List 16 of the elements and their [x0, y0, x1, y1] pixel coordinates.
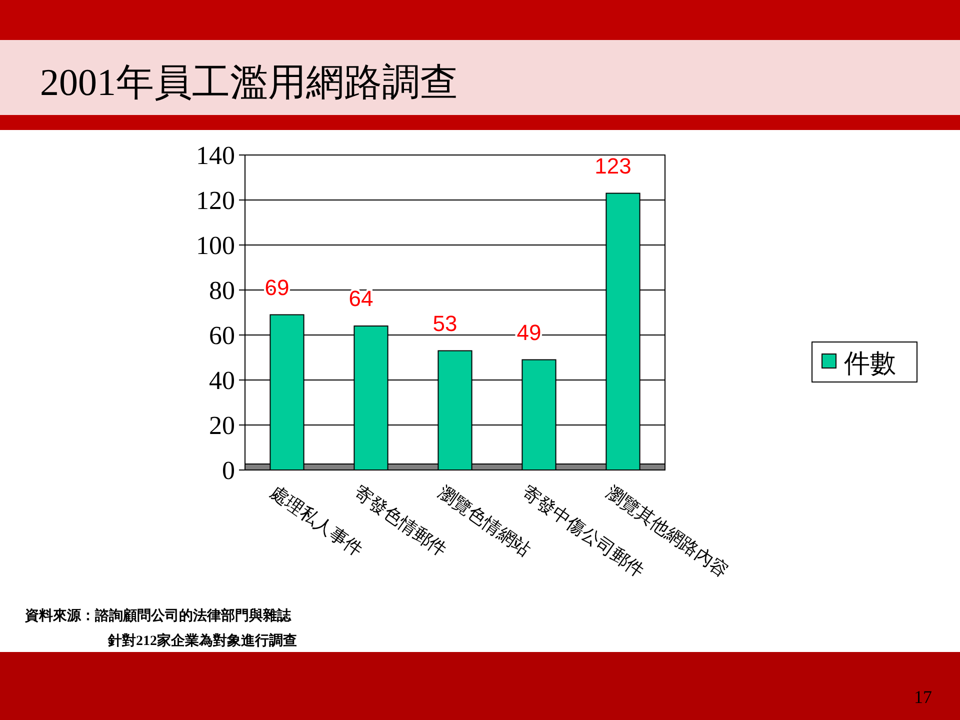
- source-note: 資料來源：諮詢顧問公司的法律部門與雜誌: [24, 607, 292, 624]
- data-label: 53: [432, 310, 458, 336]
- y-tick-label: 0: [222, 456, 235, 485]
- y-tick-label: 60: [209, 321, 235, 350]
- text: 針對212家企業為對象進行調查: [107, 632, 297, 649]
- data-label: 64: [348, 286, 374, 311]
- data-label: 123: [594, 153, 632, 178]
- y-tick-label: 80: [209, 276, 235, 305]
- text: 17: [914, 687, 932, 707]
- legend-label: 件數: [844, 348, 896, 378]
- y-tick-label: 140: [196, 141, 235, 170]
- chart-title: 2001年員工濫用網路調查: [40, 62, 458, 104]
- y-tick-label: 120: [196, 186, 235, 215]
- y-tick-label: 40: [209, 366, 235, 395]
- y-tick-label: 20: [209, 411, 235, 440]
- y-tick-label: 100: [196, 231, 235, 260]
